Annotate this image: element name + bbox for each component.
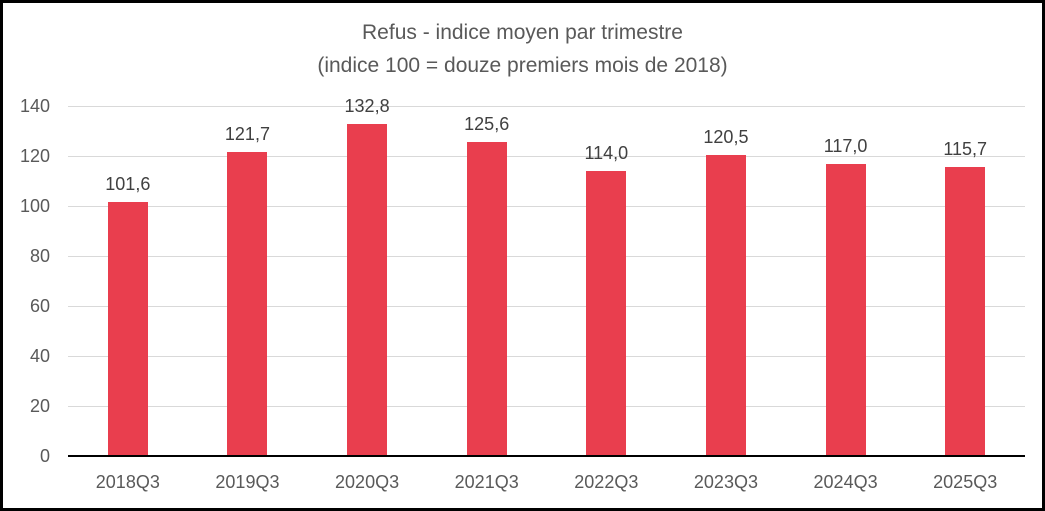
x-axis-tick-label-2020Q3: 2020Q3	[335, 472, 400, 492]
data-label-2019Q3: 121,7	[224, 123, 270, 144]
y-axis-tick-label: 100	[19, 196, 50, 216]
chart-subtitle: (indice 100 = douze premiers mois de 201…	[317, 54, 728, 77]
bar-2021Q3	[466, 142, 507, 456]
data-label-2021Q3: 125,6	[464, 114, 510, 134]
gridline	[68, 105, 1025, 107]
bar-2024Q3	[825, 163, 866, 456]
data-label-2022Q3: 114,0	[584, 143, 629, 163]
bar-2020Q3	[347, 124, 388, 456]
y-axis-tick-label: 40	[29, 346, 50, 366]
y-axis-tick-label: 60	[29, 296, 50, 316]
chart-title-block: Refus - indice moyen par trimestre (indi…	[3, 16, 1042, 82]
gridline	[68, 305, 1025, 307]
x-axis-tick-label-2025Q3: 2025Q3	[933, 472, 998, 492]
y-axis-tick-label: 0	[39, 446, 50, 466]
plot-area: 0 20 40 60 80 100 120 140 101,6 2018Q3 121,7 2019Q3…	[3, 3, 1042, 508]
y-axis-tick-label: 20	[29, 396, 50, 416]
gridline	[68, 155, 1025, 157]
y-axis-tick-label: 140	[19, 96, 50, 116]
x-axis-tick-label-2018Q3: 2018Q3	[95, 472, 160, 492]
chart-title: Refus - indice moyen par trimestre	[362, 21, 683, 44]
x-axis-line	[68, 455, 1025, 457]
data-label-2018Q3: 101,6	[105, 174, 151, 194]
gridline	[68, 405, 1025, 407]
data-label-2020Q3: 132,8	[344, 96, 390, 116]
y-axis-tick-label: 120	[19, 146, 50, 166]
x-axis-tick-label-2021Q3: 2021Q3	[454, 472, 519, 492]
x-axis-tick-label-2019Q3: 2019Q3	[215, 472, 280, 492]
y-axis-tick-label: 80	[29, 246, 50, 266]
x-axis-tick-label-2024Q3: 2024Q3	[813, 472, 878, 492]
bar-2019Q3	[227, 151, 268, 456]
bar-2023Q3	[705, 154, 746, 456]
data-label-2023Q3: 120,5	[703, 126, 749, 147]
gridline	[68, 255, 1025, 257]
gridline	[68, 355, 1025, 357]
x-axis-tick-label-2022Q3: 2022Q3	[574, 472, 639, 492]
bar-2018Q3	[107, 202, 148, 456]
data-label-2025Q3: 115,7	[943, 138, 988, 159]
data-label-2024Q3: 117,0	[823, 135, 868, 156]
bar-2025Q3	[945, 166, 986, 456]
x-axis-tick-label-2023Q3: 2023Q3	[693, 472, 758, 492]
gridline	[68, 205, 1025, 207]
bar-2022Q3	[586, 171, 627, 456]
